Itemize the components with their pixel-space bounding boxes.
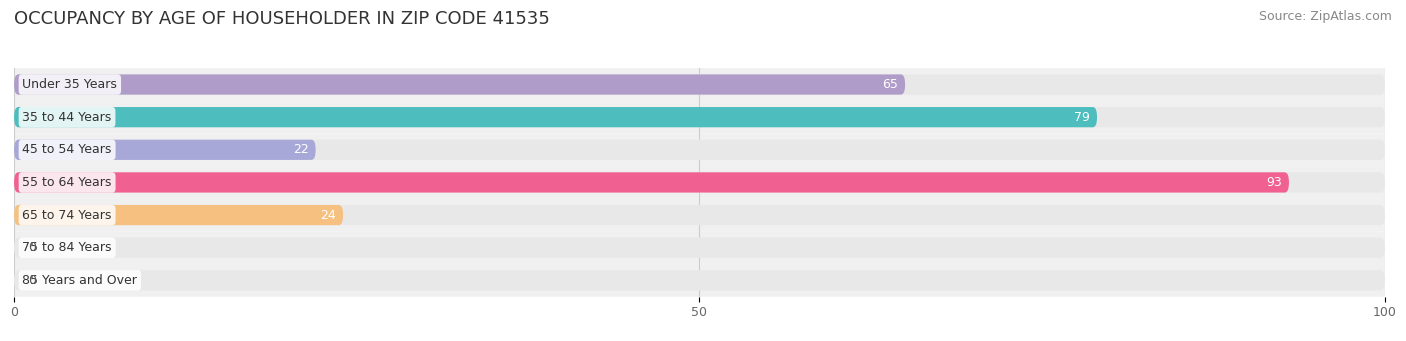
FancyBboxPatch shape bbox=[14, 205, 1385, 225]
FancyBboxPatch shape bbox=[14, 107, 1097, 127]
FancyBboxPatch shape bbox=[14, 205, 343, 225]
Text: 79: 79 bbox=[1074, 111, 1090, 124]
Text: 24: 24 bbox=[321, 209, 336, 222]
Text: 22: 22 bbox=[292, 143, 309, 156]
Text: 85 Years and Over: 85 Years and Over bbox=[22, 274, 138, 287]
FancyBboxPatch shape bbox=[14, 166, 1385, 199]
FancyBboxPatch shape bbox=[14, 238, 1385, 258]
Text: 0: 0 bbox=[28, 241, 35, 254]
FancyBboxPatch shape bbox=[14, 107, 1385, 127]
Text: 45 to 54 Years: 45 to 54 Years bbox=[22, 143, 112, 156]
FancyBboxPatch shape bbox=[14, 172, 1385, 193]
FancyBboxPatch shape bbox=[14, 74, 1385, 95]
FancyBboxPatch shape bbox=[14, 140, 1385, 160]
Text: 75 to 84 Years: 75 to 84 Years bbox=[22, 241, 112, 254]
FancyBboxPatch shape bbox=[14, 199, 1385, 232]
FancyBboxPatch shape bbox=[14, 133, 1385, 166]
Text: Source: ZipAtlas.com: Source: ZipAtlas.com bbox=[1258, 10, 1392, 23]
Text: 65: 65 bbox=[883, 78, 898, 91]
FancyBboxPatch shape bbox=[14, 270, 1385, 291]
Text: 55 to 64 Years: 55 to 64 Years bbox=[22, 176, 112, 189]
FancyBboxPatch shape bbox=[14, 74, 905, 95]
Text: OCCUPANCY BY AGE OF HOUSEHOLDER IN ZIP CODE 41535: OCCUPANCY BY AGE OF HOUSEHOLDER IN ZIP C… bbox=[14, 10, 550, 28]
Text: 35 to 44 Years: 35 to 44 Years bbox=[22, 111, 111, 124]
FancyBboxPatch shape bbox=[14, 264, 1385, 297]
FancyBboxPatch shape bbox=[14, 68, 1385, 101]
Text: 93: 93 bbox=[1267, 176, 1282, 189]
Text: Under 35 Years: Under 35 Years bbox=[22, 78, 117, 91]
FancyBboxPatch shape bbox=[14, 101, 1385, 133]
FancyBboxPatch shape bbox=[14, 232, 1385, 264]
FancyBboxPatch shape bbox=[14, 172, 1289, 193]
FancyBboxPatch shape bbox=[14, 140, 315, 160]
Text: 0: 0 bbox=[28, 274, 35, 287]
Text: 65 to 74 Years: 65 to 74 Years bbox=[22, 209, 112, 222]
